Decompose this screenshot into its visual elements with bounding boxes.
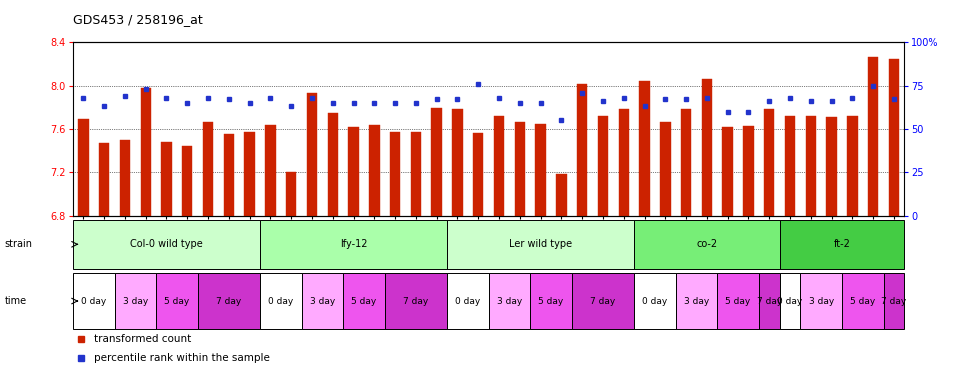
Text: lfy-12: lfy-12 (340, 239, 368, 249)
Bar (676, 273, 717, 329)
Text: 0 day: 0 day (642, 296, 667, 306)
Bar (161, 142, 172, 216)
Text: 7 day: 7 day (590, 296, 615, 306)
Bar (536, 124, 546, 216)
Bar (73, 273, 114, 329)
Text: strain: strain (5, 239, 33, 249)
Text: Col-0 wild type: Col-0 wild type (131, 239, 203, 249)
Text: Ler wild type: Ler wild type (509, 239, 572, 249)
Bar (307, 93, 317, 216)
Bar (78, 119, 88, 216)
Bar (889, 59, 900, 216)
Text: time: time (5, 296, 27, 306)
Bar (681, 109, 691, 216)
Bar (572, 273, 635, 329)
Text: 3 day: 3 day (684, 296, 709, 306)
Bar (224, 134, 234, 216)
Bar (556, 173, 566, 216)
Bar (327, 113, 338, 216)
Bar (245, 132, 254, 216)
Text: 3 day: 3 day (123, 296, 148, 306)
Bar (577, 85, 588, 216)
Bar (493, 116, 504, 216)
Bar (198, 273, 260, 329)
Bar (452, 109, 463, 216)
Bar (447, 220, 635, 269)
Text: 5 day: 5 day (851, 296, 876, 306)
Bar (842, 273, 883, 329)
Bar (717, 273, 758, 329)
Bar (515, 123, 525, 216)
Bar (635, 220, 780, 269)
Bar (780, 273, 801, 329)
Bar (182, 146, 192, 216)
Bar (260, 220, 447, 269)
Bar (805, 116, 816, 216)
Bar (140, 88, 151, 216)
Text: 3 day: 3 day (310, 296, 335, 306)
Bar (723, 127, 732, 216)
Bar (598, 116, 608, 216)
Text: 5 day: 5 day (351, 296, 376, 306)
Bar (301, 273, 343, 329)
Text: 0 day: 0 day (268, 296, 294, 306)
Bar (743, 126, 754, 216)
Text: co-2: co-2 (696, 239, 717, 249)
Text: 5 day: 5 day (539, 296, 564, 306)
Text: 7 day: 7 day (216, 296, 242, 306)
Bar (431, 108, 442, 216)
Bar (114, 273, 156, 329)
Bar (801, 273, 842, 329)
Text: 7 day: 7 day (881, 296, 906, 306)
Bar (489, 273, 530, 329)
Text: 3 day: 3 day (496, 296, 522, 306)
Text: 5 day: 5 day (164, 296, 189, 306)
Bar (390, 132, 400, 216)
Bar (265, 125, 276, 216)
Bar (702, 79, 712, 216)
Text: ft-2: ft-2 (833, 239, 851, 249)
Text: 5 day: 5 day (726, 296, 751, 306)
Text: GDS453 / 258196_at: GDS453 / 258196_at (73, 12, 203, 26)
Bar (780, 220, 904, 269)
Bar (203, 123, 213, 216)
Bar (660, 123, 670, 216)
Bar (120, 140, 131, 216)
Text: 3 day: 3 day (808, 296, 834, 306)
Bar (473, 133, 484, 216)
Text: 7 day: 7 day (756, 296, 781, 306)
Bar (385, 273, 447, 329)
Bar (530, 273, 572, 329)
Text: percentile rank within the sample: percentile rank within the sample (94, 352, 270, 363)
Text: 0 day: 0 day (455, 296, 481, 306)
Bar (758, 273, 780, 329)
Bar (411, 132, 421, 216)
Text: transformed count: transformed count (94, 335, 191, 344)
Text: 0 day: 0 day (778, 296, 803, 306)
Text: 0 day: 0 day (81, 296, 107, 306)
Bar (785, 116, 795, 216)
Bar (286, 172, 297, 216)
Bar (618, 109, 629, 216)
Text: 7 day: 7 day (403, 296, 428, 306)
Bar (156, 273, 198, 329)
Bar (827, 117, 837, 216)
Bar (635, 273, 676, 329)
Bar (260, 273, 301, 329)
Bar (847, 116, 857, 216)
Bar (370, 125, 379, 216)
Bar (447, 273, 489, 329)
Bar (73, 220, 260, 269)
Bar (348, 127, 359, 216)
Bar (343, 273, 385, 329)
Bar (99, 143, 109, 216)
Bar (639, 81, 650, 216)
Bar (868, 57, 878, 216)
Bar (883, 273, 904, 329)
Bar (764, 109, 775, 216)
